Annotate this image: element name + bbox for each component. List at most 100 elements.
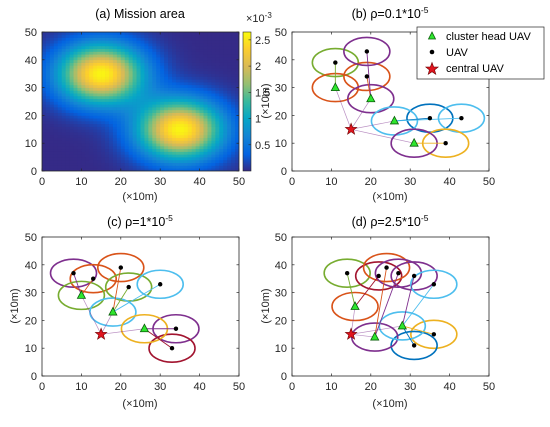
heatmap-cell (211, 159, 216, 164)
heatmap-cell (61, 132, 66, 136)
heatmap-cell (116, 32, 122, 36)
heatmap-cell (136, 118, 141, 122)
heatmap-cell (105, 32, 110, 36)
heatmap-cell (85, 70, 90, 75)
heatmap-cell (105, 132, 110, 136)
heatmap-cell (179, 145, 185, 150)
heatmap-cell (136, 79, 141, 83)
heatmap-cell (77, 51, 82, 55)
heatmap-cell (53, 126, 59, 130)
heatmap-cell (49, 51, 55, 55)
heatmap-cell (101, 68, 106, 72)
heatmap-cell (69, 57, 74, 61)
heatmap-cell (77, 154, 82, 158)
heatmap-cell (156, 37, 161, 41)
heatmap-cell (140, 73, 145, 77)
heatmap-cell (93, 93, 98, 97)
heatmap-cell (235, 95, 239, 100)
heatmap-cell (81, 48, 86, 52)
heatmap-cell (179, 134, 185, 138)
heatmap-cell (203, 101, 208, 105)
heatmap-cell (45, 109, 51, 113)
heatmap-cell (195, 120, 200, 125)
heatmap-cell (187, 134, 193, 138)
heatmap-cell (172, 54, 177, 58)
heatmap-cell (172, 62, 177, 66)
heatmap-cell (164, 104, 169, 108)
heatmap-cell (191, 84, 197, 88)
heatmap-cell (73, 37, 78, 41)
heatmap-cell (97, 40, 102, 44)
heatmap-cell (120, 109, 126, 113)
heatmap-cell (164, 59, 169, 63)
heatmap-cell (215, 95, 220, 100)
heatmap-cell (65, 43, 70, 47)
heatmap-cell (203, 70, 208, 75)
heatmap-cell (144, 37, 149, 41)
heatmap-cell (101, 54, 106, 58)
heatmap-cell (49, 65, 55, 69)
heatmap-cell (152, 129, 157, 133)
heatmap-cell (120, 157, 126, 161)
heatmap-cell (187, 37, 193, 41)
heatmap-cell (144, 93, 149, 97)
heatmap-cell (53, 157, 59, 161)
heatmap-cell (164, 132, 169, 136)
heatmap-cell (215, 43, 220, 47)
heatmap-cell (179, 132, 185, 136)
heatmap-cell (160, 82, 165, 86)
heatmap-cell (93, 134, 98, 138)
heatmap-cell (77, 93, 82, 97)
heatmap-cell (195, 40, 200, 44)
heatmap-cell (191, 104, 197, 108)
heatmap-cell (211, 154, 216, 158)
heatmap-cell (105, 65, 110, 69)
heatmap-cell (172, 95, 177, 100)
heatmap-cell (172, 79, 177, 83)
y-tick-label: 0 (31, 166, 37, 178)
heatmap-cell (160, 137, 165, 141)
heatmap-cell (89, 45, 94, 50)
heatmap-cell (136, 70, 141, 75)
heatmap-cell (227, 101, 232, 105)
heatmap-cell (231, 168, 236, 171)
heatmap-cell (81, 79, 86, 83)
heatmap-cell (120, 57, 126, 61)
heatmap-cell (164, 57, 169, 61)
heatmap-cell (183, 68, 189, 72)
heatmap-cell (65, 126, 70, 130)
heatmap-cell (89, 120, 94, 125)
heatmap-cell (191, 65, 197, 69)
heatmap-cell (65, 32, 70, 36)
heatmap-cell (124, 79, 130, 83)
heatmap-cell (49, 137, 55, 141)
heatmap-cell (227, 65, 232, 69)
heatmap-cell (65, 148, 70, 152)
heatmap-cell (105, 101, 110, 105)
heatmap-cell (183, 34, 189, 38)
heatmap-cell (45, 134, 51, 138)
heatmap-cell (57, 123, 63, 127)
heatmap-cell (207, 118, 212, 122)
heatmap-cell (160, 115, 165, 119)
heatmap-cell (215, 87, 220, 91)
heatmap-cell (128, 32, 133, 36)
heatmap-cell (203, 43, 208, 47)
heatmap-cell (61, 109, 66, 113)
heatmap-cell (112, 154, 118, 158)
heatmap-cell (187, 145, 193, 150)
heatmap-cell (120, 140, 126, 144)
heatmap-cell (81, 140, 86, 144)
heatmap-cell (73, 101, 78, 105)
heatmap-cell (105, 104, 110, 108)
heatmap-cell (57, 68, 63, 72)
heatmap-cell (223, 98, 228, 102)
heatmap-cell (140, 168, 145, 171)
heatmap-cell (42, 148, 47, 152)
heatmap-cell (53, 59, 59, 63)
heatmap-cell (172, 73, 177, 77)
heatmap-cell (148, 90, 153, 94)
heatmap-cell (73, 151, 78, 155)
heatmap-cell (203, 123, 208, 127)
x-tick-label: 40 (443, 176, 455, 188)
